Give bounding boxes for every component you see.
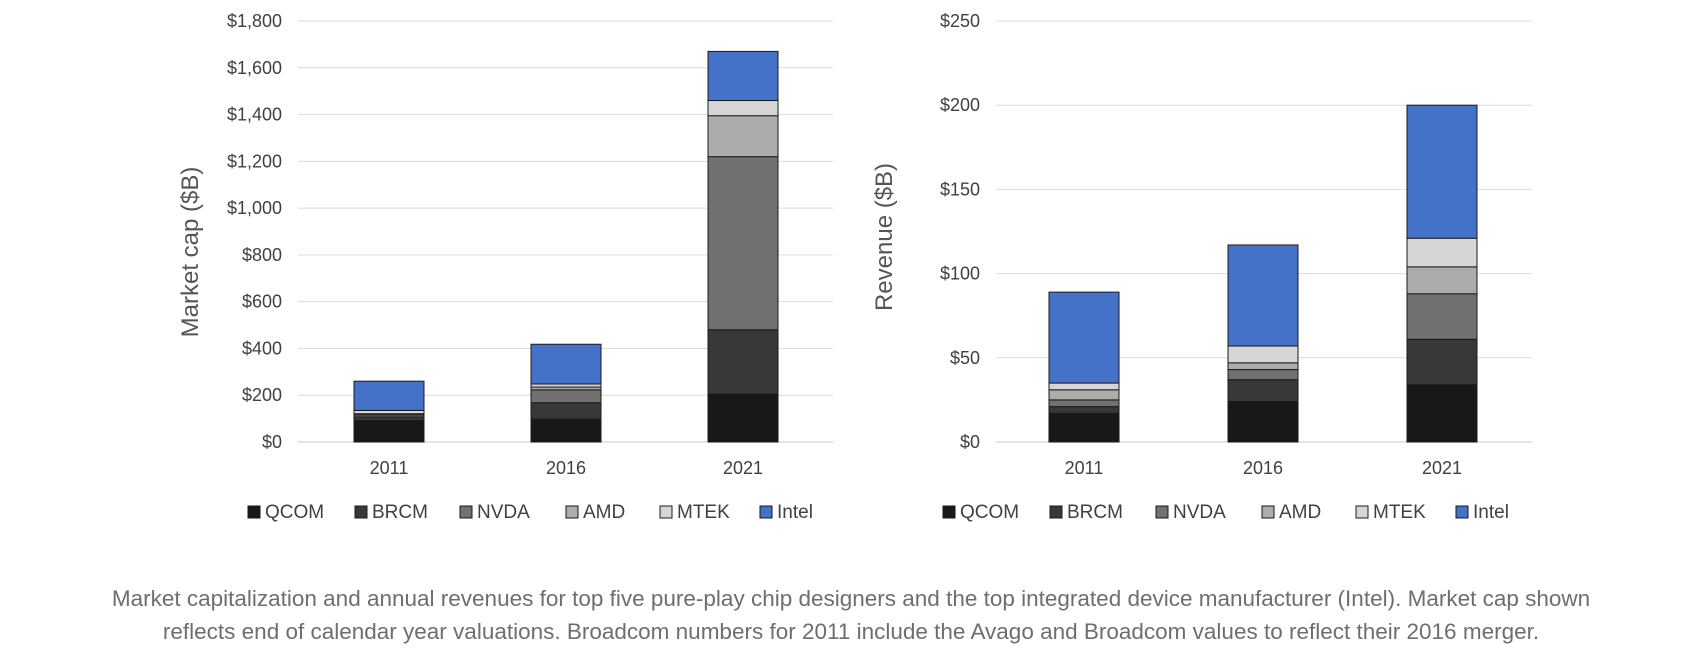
market-cap-legend-swatch-qcom xyxy=(247,505,261,519)
revenue-legend-label-brcm: BRCM xyxy=(1067,502,1123,523)
revenue-legend-swatch-brcm xyxy=(1049,505,1063,519)
market-cap-y-tick-label: $600 xyxy=(242,292,282,312)
revenue-chart-svg: $0 $50 $100 $150 $200 $250 Revenue ($B) 2011 201… xyxy=(871,11,1532,523)
revenue-y-tick-label: $150 xyxy=(940,179,980,199)
revenue-bar-2021-intel xyxy=(1406,104,1478,239)
revenue-x-tick-label: 2016 xyxy=(1243,458,1283,478)
revenue-bar-2011-amd xyxy=(1048,389,1120,401)
market-cap-bar-2021-nvda xyxy=(707,156,779,331)
revenue-x-tick-label: 2011 xyxy=(1065,458,1104,478)
market-cap-y-tick-label: $200 xyxy=(242,385,282,405)
market-cap-x-tick-label: 2016 xyxy=(546,458,586,478)
market-cap-legend-label-brcm: BRCM xyxy=(372,502,428,523)
revenue-bar-2011-nvda xyxy=(1048,399,1120,408)
market-cap-y-tick-label: $1,400 xyxy=(227,105,282,125)
revenue-bar-2021-mtek xyxy=(1406,237,1478,268)
market-cap-x-tick-label: 2021 xyxy=(723,458,763,478)
market-cap-y-tick-label: $1,600 xyxy=(227,58,282,78)
revenue-y-tick-label: $50 xyxy=(950,348,980,368)
market-cap-legend-swatch-nvda xyxy=(459,505,473,519)
market-cap-legend-label-intel: Intel xyxy=(777,502,813,523)
market-cap-legend-swatch-mtek xyxy=(659,505,673,519)
revenue-legend-label-amd: AMD xyxy=(1279,502,1321,523)
market-cap-bar-2016-brcm xyxy=(530,402,602,420)
market-cap-bar-2011-intel xyxy=(353,380,425,411)
revenue-y-tick-label: $250 xyxy=(940,11,980,31)
market-cap-y-tick-label: $1,000 xyxy=(227,198,282,218)
market-cap-y-tick-label: $800 xyxy=(242,245,282,265)
market-cap-bar-2021-mtek xyxy=(707,100,779,117)
market-cap-legend-label-qcom: QCOM xyxy=(265,502,324,523)
market-cap-legend-swatch-intel xyxy=(759,505,773,519)
market-cap-legend-label-mtek: MTEK xyxy=(677,502,730,523)
revenue-legend-swatch-qcom xyxy=(942,505,956,519)
revenue-bar-2021-amd xyxy=(1406,266,1478,295)
revenue-legend-swatch-intel xyxy=(1455,505,1469,519)
revenue-y-axis-label: Revenue ($B) xyxy=(871,163,898,311)
revenue-bar-2016-nvda xyxy=(1227,369,1299,381)
revenue-legend-swatch-amd xyxy=(1261,505,1275,519)
market-cap-bar-2016-intel xyxy=(530,343,602,385)
market-cap-bar-2016-qcom xyxy=(530,418,602,443)
revenue-bar-2011-brcm xyxy=(1048,406,1120,414)
revenue-bar-2016-brcm xyxy=(1227,379,1299,403)
revenue-bar-2016-mtek xyxy=(1227,345,1299,364)
revenue-chart: $0 $50 $100 $150 $200 $250 Revenue ($B) 2011 201… xyxy=(851,0,1702,560)
revenue-legend-label-nvda: NVDA xyxy=(1173,502,1226,523)
market-cap-bar-2021-amd xyxy=(707,115,779,158)
revenue-y-tick-label: $0 xyxy=(960,432,980,452)
market-cap-chart-svg: $0 $200 $400 $600 $800 $1,000 $1,200 $1,400 $1,6… xyxy=(177,11,833,523)
market-cap-y-tick-label: $400 xyxy=(242,338,282,358)
market-cap-legend-label-amd: AMD xyxy=(583,502,625,523)
market-cap-legend-swatch-amd xyxy=(565,505,579,519)
market-cap-y-tick-label: $1,200 xyxy=(227,151,282,171)
caption-line-2: reflects end of calendar year valuations… xyxy=(162,619,1540,644)
revenue-x-tick-label: 2021 xyxy=(1422,458,1462,478)
revenue-legend-label-intel: Intel xyxy=(1473,502,1509,523)
revenue-bar-2011-mtek xyxy=(1048,382,1120,391)
market-cap-legend-label-nvda: NVDA xyxy=(477,502,530,523)
market-cap-bar-2021-intel xyxy=(707,50,779,102)
revenue-legend-label-qcom: QCOM xyxy=(960,502,1019,523)
market-cap-x-tick-label: 2011 xyxy=(370,458,409,478)
revenue-y-tick-label: $100 xyxy=(940,264,980,284)
revenue-bar-2011-intel xyxy=(1048,291,1120,384)
revenue-bar-2011-qcom xyxy=(1048,412,1120,443)
market-cap-bar-2021-brcm xyxy=(707,329,779,395)
market-cap-chart: $0 $200 $400 $600 $800 $1,000 $1,200 $1,400 $1,6… xyxy=(0,0,851,560)
revenue-legend-swatch-nvda xyxy=(1155,505,1169,519)
market-cap-bar-2011-qcom xyxy=(353,419,425,443)
market-cap-bar-2011-brcm xyxy=(353,416,425,421)
revenue-bar-2016-qcom xyxy=(1227,401,1299,443)
market-cap-bar-2016-nvda xyxy=(530,389,602,404)
revenue-bar-2021-qcom xyxy=(1406,384,1478,443)
revenue-legend-swatch-mtek xyxy=(1355,505,1369,519)
revenue-legend-label-mtek: MTEK xyxy=(1373,502,1426,523)
revenue-bar-2016-intel xyxy=(1227,244,1299,347)
figure-caption: Market capitalization and annual revenue… xyxy=(0,582,1702,648)
revenue-bar-2021-nvda xyxy=(1406,293,1478,340)
market-cap-y-tick-label: $1,800 xyxy=(227,11,282,31)
caption-line-1: Market capitalization and annual revenue… xyxy=(111,586,1591,611)
revenue-bar-2016-amd xyxy=(1227,362,1299,371)
market-cap-legend-swatch-brcm xyxy=(354,505,368,519)
revenue-y-tick-label: $200 xyxy=(940,95,980,115)
market-cap-y-tick-label: $0 xyxy=(262,432,282,452)
revenue-bar-2021-brcm xyxy=(1406,338,1478,386)
market-cap-y-axis-label: Market cap ($B) xyxy=(177,167,204,338)
market-cap-bar-2021-qcom xyxy=(707,393,779,443)
